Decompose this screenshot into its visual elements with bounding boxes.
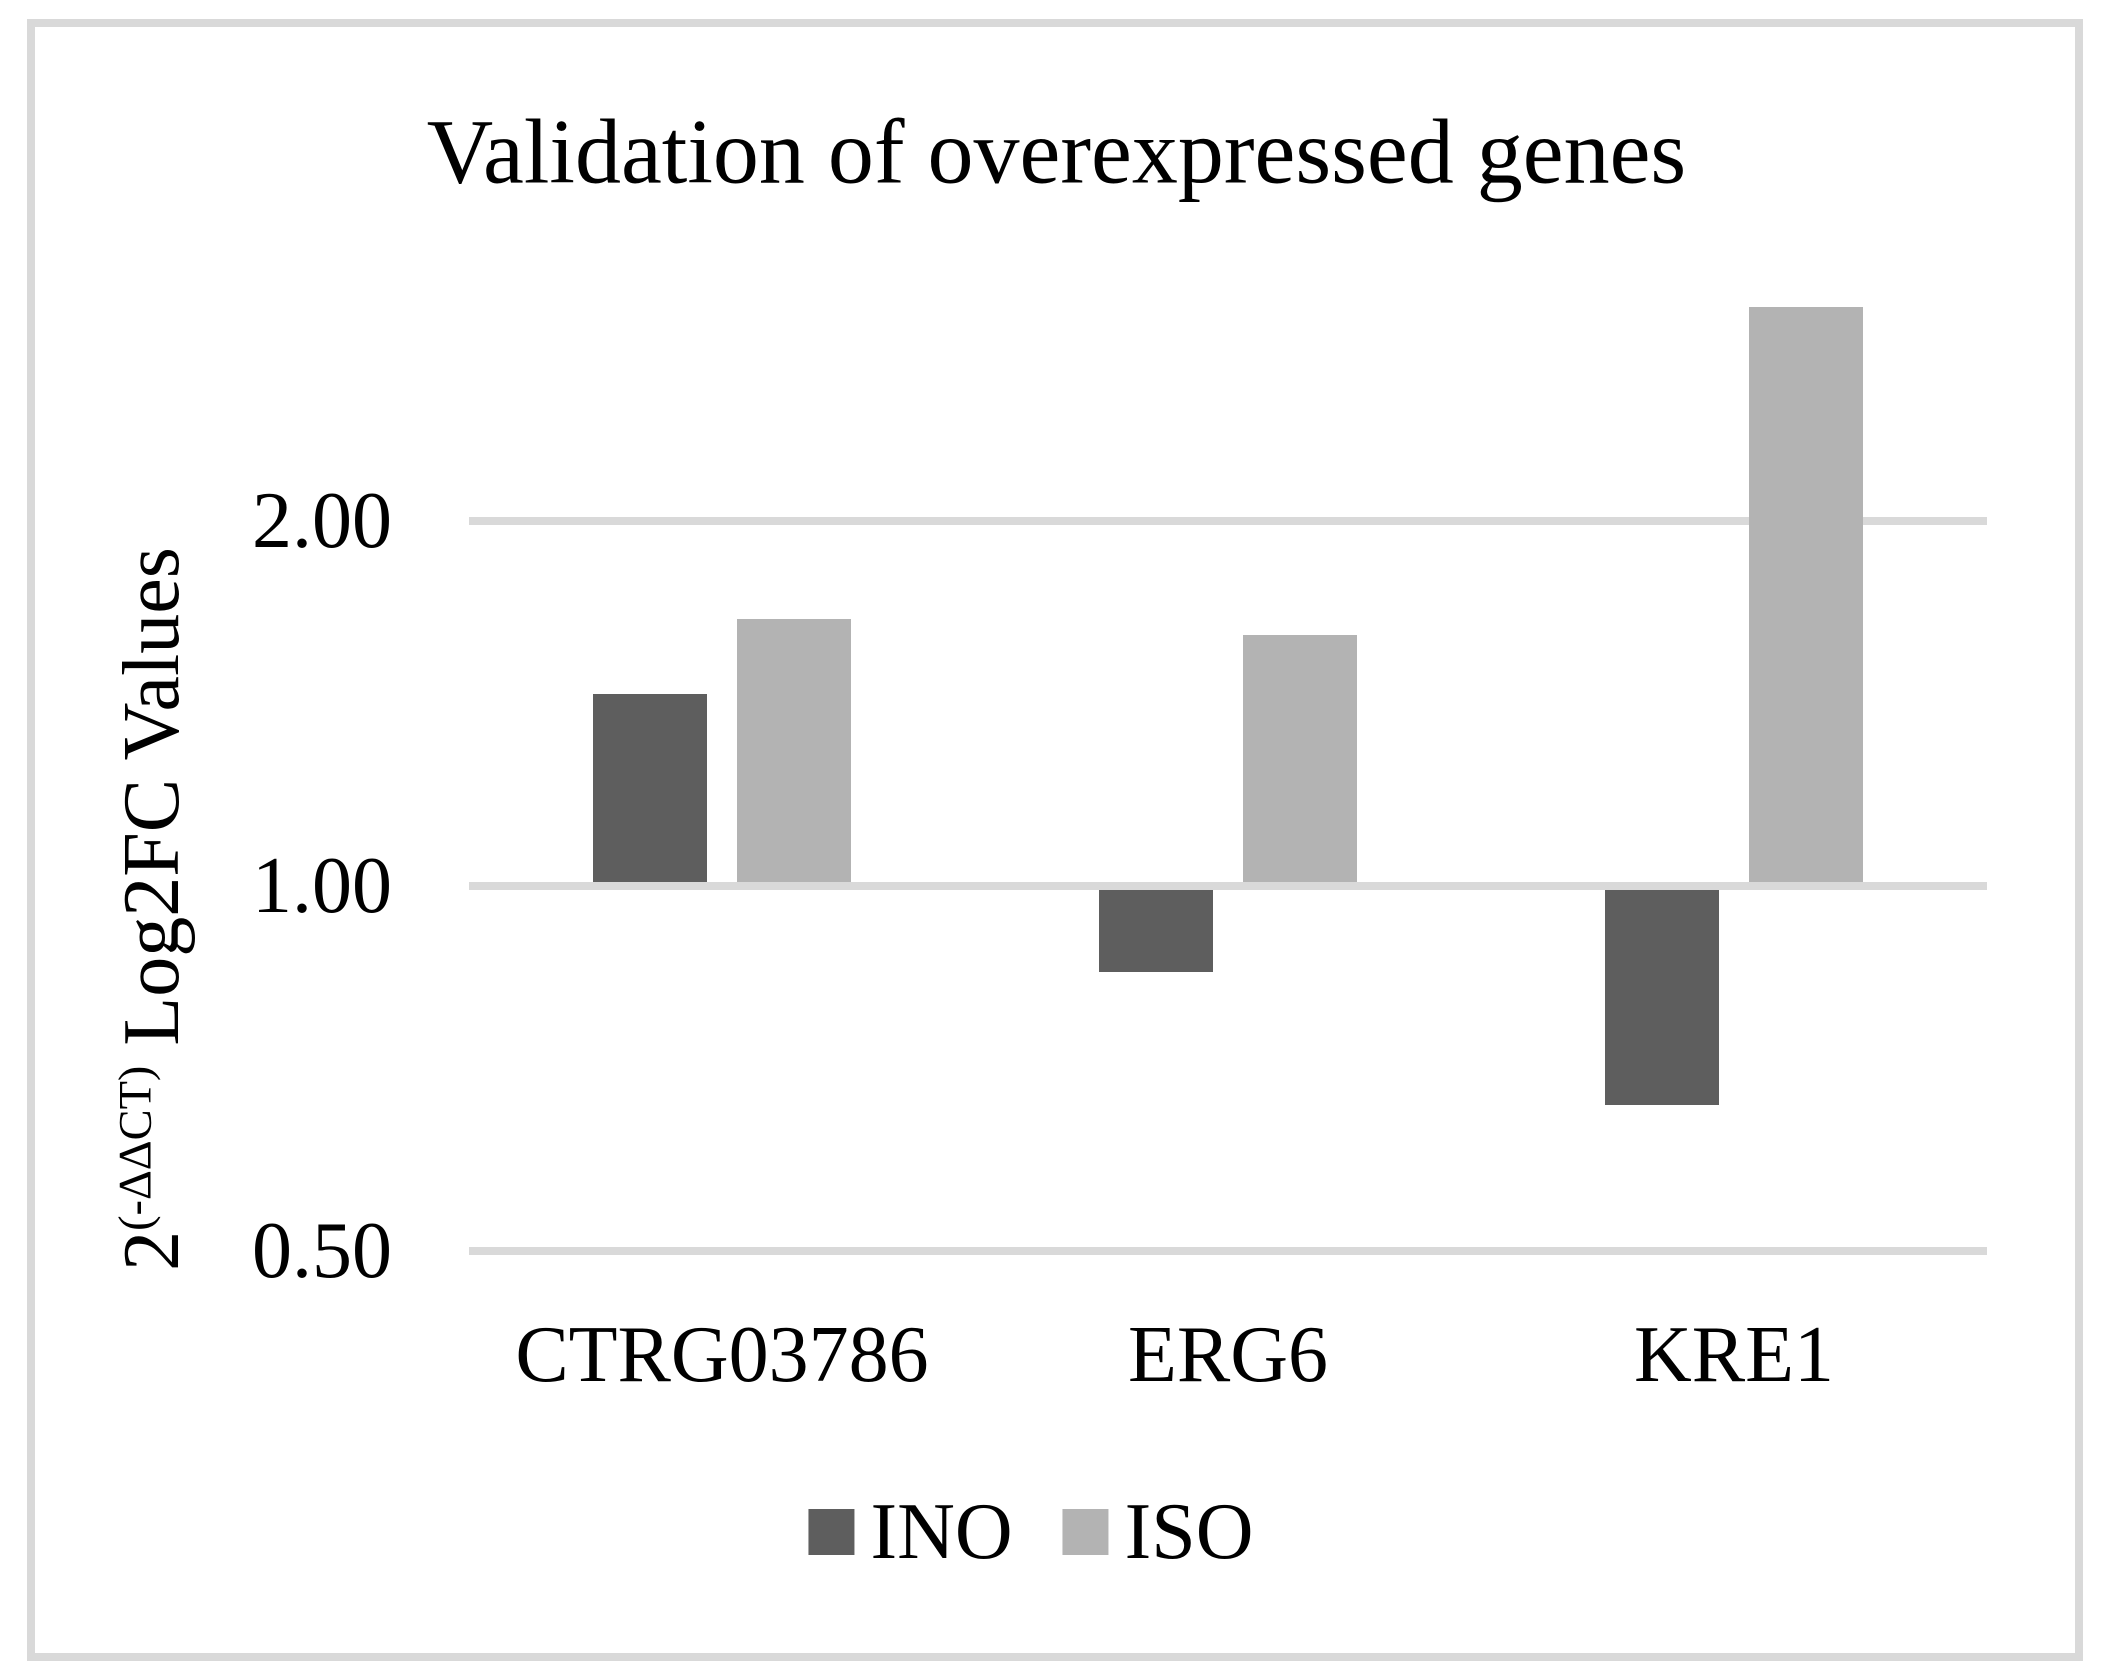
legend-label-ino: INO <box>870 1488 1013 1576</box>
legend: INO ISO <box>808 1488 1254 1576</box>
bar-CTRG03786-ISO <box>737 619 851 882</box>
figure-border <box>27 19 2083 1661</box>
legend-swatch-iso <box>1062 1509 1109 1555</box>
legend-label-iso: ISO <box>1124 1488 1254 1576</box>
y-axis-title-superscript: (-ΔΔCT) <box>110 1065 162 1231</box>
y-tick-label-0.50: 0.50 <box>252 1207 392 1295</box>
bar-KRE1-INO <box>1605 890 1719 1105</box>
gridline-0.50 <box>469 1247 1987 1255</box>
chart-title: Validation of overexpressed genes <box>426 100 1687 203</box>
legend-swatch-ino <box>808 1509 855 1555</box>
legend-item-ino: INO <box>808 1488 1013 1576</box>
bar-ERG6-INO <box>1099 890 1213 972</box>
y-tick-label-2.00: 2.00 <box>252 477 392 565</box>
bar-KRE1-ISO <box>1749 307 1863 882</box>
x-category-label-CTRG03786: CTRG03786 <box>515 1311 929 1399</box>
legend-item-iso: ISO <box>1062 1488 1254 1576</box>
y-axis-title-rest: Log2FC Values <box>108 547 196 1066</box>
x-category-label-ERG6: ERG6 <box>1128 1311 1328 1399</box>
bar-CTRG03786-INO <box>593 693 707 882</box>
gridline-2.00 <box>469 517 1987 525</box>
x-category-label-KRE1: KRE1 <box>1634 1311 1834 1399</box>
gridline-1.00 <box>469 882 1987 890</box>
y-tick-label-1.00: 1.00 <box>252 842 392 930</box>
bar-ERG6-ISO <box>1243 635 1357 882</box>
